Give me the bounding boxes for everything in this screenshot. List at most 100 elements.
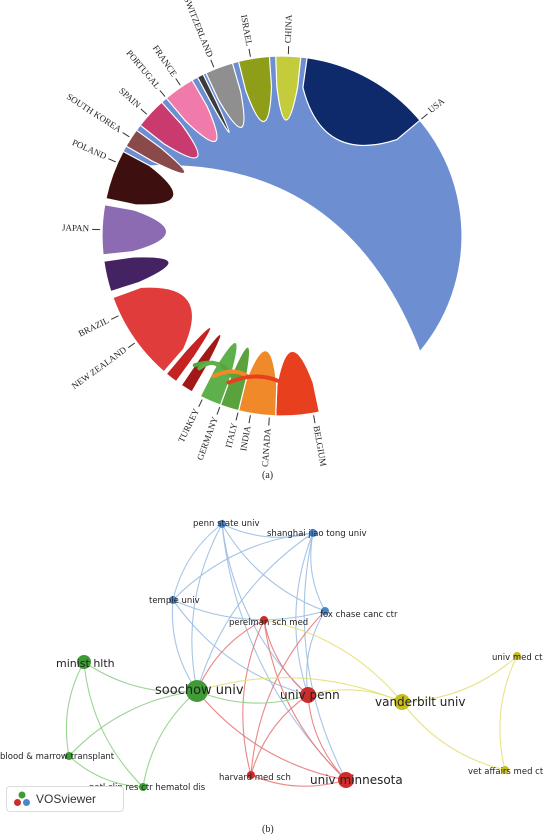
node-label-univ-penn: univ penn [280,688,340,702]
chord-tick-usa [421,113,428,120]
chord-segment-israel [237,55,273,123]
country-label-italy: ITALY [223,421,239,449]
node-perelman-sch-med[interactable] [260,616,268,624]
network-link-10 [303,532,347,781]
chord-tick-portugal [159,90,166,97]
network-link-9 [295,532,314,696]
network-link-21 [196,690,347,781]
node-label-vet-affairs-med-ctr: vet affairs med ctr [468,767,543,777]
chord-segment-new-zealand [112,286,193,373]
node-harvard-med-sch[interactable] [247,771,255,779]
network-link-1 [172,523,223,601]
chord-segment-spain [139,101,199,159]
country-label-india: INDIA [238,425,252,452]
node-natl-clin-res-ctr-hematol-dis[interactable] [139,783,147,791]
vosviewer-label: VOSviewer [36,792,97,806]
country-chord-diagram: USACHINAISRAELSWITZERLANDFRANCEPORTUGALS… [62,0,463,468]
network-link-32 [401,701,506,771]
network-link-8 [196,532,314,692]
chord-tick-belgium [313,415,316,424]
chord-tick-france [175,78,181,86]
chord-segment-brazil [103,256,170,293]
chord-segment-japan [101,204,167,256]
network-link-31 [401,655,518,703]
chord-segment-poland [105,150,175,206]
chord-tick-turkey [198,399,203,407]
node-minist-hlth[interactable] [77,655,91,669]
country-label-south-korea: SOUTH KOREA [65,91,124,134]
node-label-vanderbilt-univ: vanderbilt univ [375,695,465,709]
caption-a: (a) [262,470,274,481]
country-label-belgium: BELGIUM [312,425,329,467]
chord-tick-germany [216,406,221,415]
node-label-univ-med-ctr: univ med ctr [492,653,543,663]
country-label-japan: JAPAN [62,222,90,233]
node-label-minist-hlth: minist hlth [56,657,115,670]
country-label-israel: ISRAEL [239,14,254,47]
network-link-2 [221,523,326,612]
country-label-switzerland: SWITZERLAND [182,0,215,59]
network-link-29 [68,755,144,788]
network-link-15 [263,619,309,696]
country-label-usa: USA [426,95,447,115]
node-temple-univ[interactable] [169,596,177,604]
node-vet-affairs-med-ctr[interactable] [501,766,509,774]
network-link-5 [221,523,347,781]
chord-segment-france [196,73,230,134]
chord-segment-switzerland [205,62,245,128]
network-link-6 [172,532,314,601]
node-shanghai-jiao-tong-univ[interactable] [309,529,317,537]
node-vanderbilt-univ[interactable] [394,694,410,710]
country-label-spain: SPAIN [117,86,143,111]
node-label-fox-chase-canc-ctr: fox chase canc ctr [320,610,398,620]
country-label-canada: CANADA [260,428,273,468]
network-link-11 [172,599,326,621]
chord-tick-italy [235,412,239,421]
network-link-24 [83,661,198,693]
country-label-brazil: BRAZIL [77,315,111,338]
chord-tick-israel [248,48,251,57]
network-link-35 [196,677,403,703]
network-link-26 [83,661,144,788]
node-blood-marrow-transplant[interactable] [65,752,73,760]
node-soochow-univ[interactable] [186,680,208,702]
network-link-30 [196,690,309,704]
chord-link-1 [197,360,223,382]
node-univ-minnesota[interactable] [338,772,354,788]
network-link-22 [196,619,265,692]
vosviewer-badge: VOSviewer [6,786,124,812]
chord-segment-portugal [165,79,218,142]
node-fox-chase-canc-ctr[interactable] [321,607,329,615]
country-label-poland: POLAND [71,137,109,161]
network-link-16 [263,619,347,781]
chord-segment-usa-top [302,57,421,147]
country-label-new-zealand: NEW ZEALAND [70,344,129,391]
chord-segment-china [275,55,302,121]
chord-segment-belgium [275,350,321,417]
chord-link-2 [211,369,263,393]
node-label-univ-minnesota: univ minnesota [310,773,403,787]
node-label-penn-state-univ: penn state univ [193,519,260,529]
network-link-7 [310,532,326,612]
network-link-3 [191,523,223,692]
network-link-36 [263,619,403,703]
country-label-china: CHINA [283,14,294,43]
chord-link-3 [226,374,298,394]
node-label-temple-univ: temple univ [149,596,200,606]
network-link-23 [250,610,326,776]
node-label-soochow-univ: soochow univ [155,683,244,698]
network-link-13 [306,610,326,696]
network-link-0 [221,523,314,538]
chord-tick-south-korea [122,132,130,138]
country-label-turkey: TURKEY [176,406,201,444]
network-link-14 [172,599,309,696]
node-penn-state-univ[interactable] [218,520,226,528]
chord-tick-new-zealand [127,342,136,349]
node-univ-med-ctr[interactable] [513,652,521,660]
node-univ-penn[interactable] [300,687,316,703]
network-link-19 [250,694,309,776]
chord-tick-spain [140,108,148,115]
node-label-perelman-sch-med: perelman sch med [229,618,308,628]
caption-b: (b) [262,824,274,835]
network-link-18 [307,694,347,781]
